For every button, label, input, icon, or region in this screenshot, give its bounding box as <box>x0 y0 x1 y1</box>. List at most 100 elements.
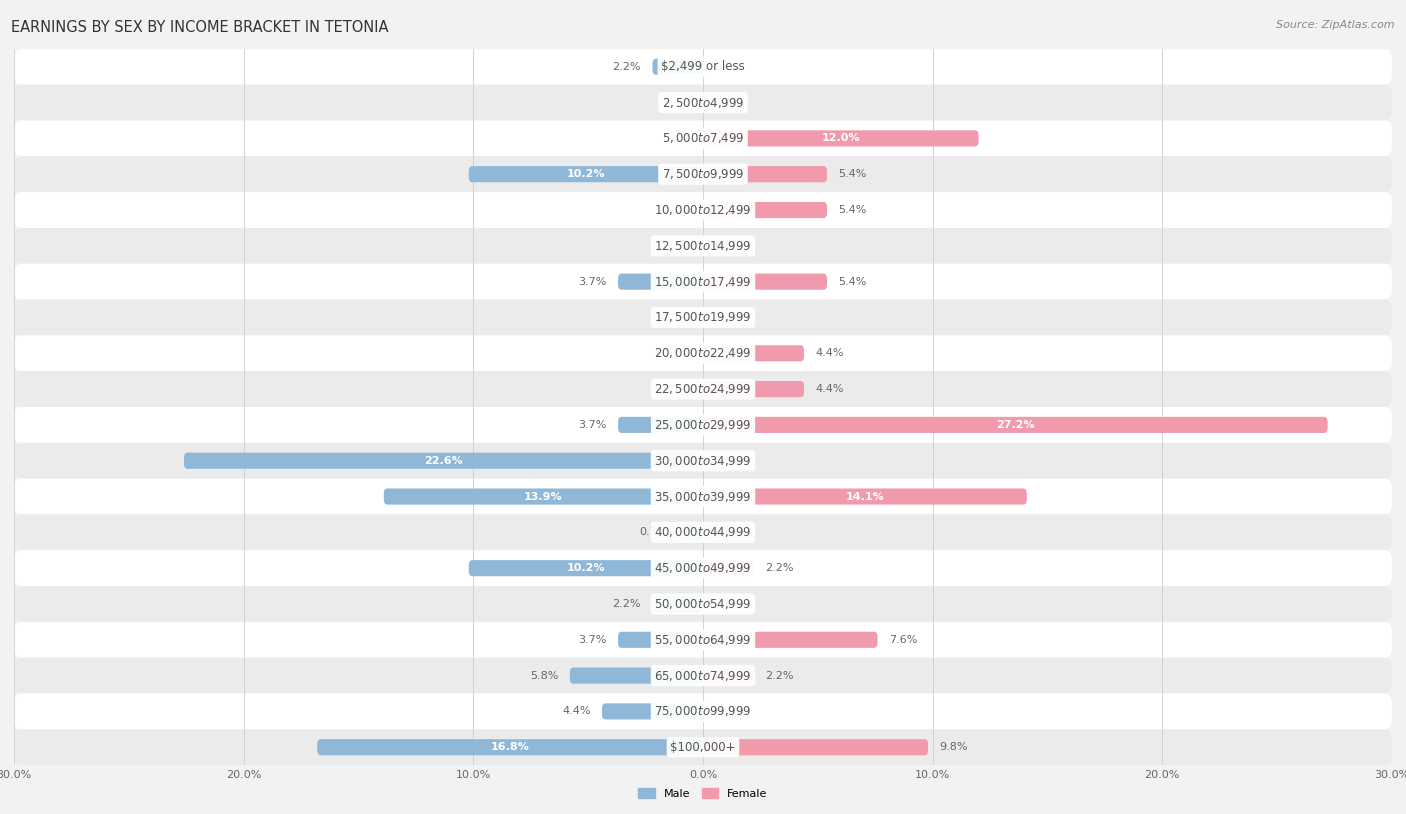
FancyBboxPatch shape <box>384 488 703 505</box>
FancyBboxPatch shape <box>14 658 1392 694</box>
Text: $5,000 to $7,499: $5,000 to $7,499 <box>662 131 744 146</box>
FancyBboxPatch shape <box>703 453 706 469</box>
Text: 0.0%: 0.0% <box>714 707 742 716</box>
FancyBboxPatch shape <box>703 94 706 111</box>
Text: 5.4%: 5.4% <box>838 169 868 179</box>
Text: $75,000 to $99,999: $75,000 to $99,999 <box>654 704 752 719</box>
FancyBboxPatch shape <box>652 596 703 612</box>
Text: 3.7%: 3.7% <box>578 635 606 645</box>
FancyBboxPatch shape <box>14 586 1392 622</box>
Text: 5.8%: 5.8% <box>530 671 558 681</box>
FancyBboxPatch shape <box>602 703 703 720</box>
Text: 0.0%: 0.0% <box>664 133 692 143</box>
FancyBboxPatch shape <box>619 632 703 648</box>
Text: 0.0%: 0.0% <box>664 348 692 358</box>
FancyBboxPatch shape <box>703 596 706 612</box>
Text: 5.4%: 5.4% <box>838 205 868 215</box>
FancyBboxPatch shape <box>14 407 1392 443</box>
FancyBboxPatch shape <box>703 309 706 326</box>
FancyBboxPatch shape <box>700 345 703 361</box>
Text: $20,000 to $22,499: $20,000 to $22,499 <box>654 346 752 361</box>
Text: 7.6%: 7.6% <box>889 635 917 645</box>
FancyBboxPatch shape <box>703 381 804 397</box>
Text: 2.2%: 2.2% <box>613 599 641 609</box>
FancyBboxPatch shape <box>703 417 1327 433</box>
FancyBboxPatch shape <box>14 228 1392 264</box>
FancyBboxPatch shape <box>14 550 1392 586</box>
Text: 4.4%: 4.4% <box>815 384 844 394</box>
Text: 0.0%: 0.0% <box>714 313 742 322</box>
Text: $50,000 to $54,999: $50,000 to $54,999 <box>654 597 752 611</box>
FancyBboxPatch shape <box>619 274 703 290</box>
Text: 10.2%: 10.2% <box>567 563 605 573</box>
Text: $45,000 to $49,999: $45,000 to $49,999 <box>654 561 752 575</box>
Text: 22.6%: 22.6% <box>425 456 463 466</box>
Text: $100,000+: $100,000+ <box>671 741 735 754</box>
Text: $2,499 or less: $2,499 or less <box>661 60 745 73</box>
Text: $15,000 to $17,499: $15,000 to $17,499 <box>654 274 752 289</box>
FancyBboxPatch shape <box>14 479 1392 514</box>
FancyBboxPatch shape <box>14 120 1392 156</box>
Text: 0.73%: 0.73% <box>640 527 675 537</box>
Text: $35,000 to $39,999: $35,000 to $39,999 <box>654 489 752 504</box>
Text: $65,000 to $74,999: $65,000 to $74,999 <box>654 668 752 683</box>
Text: 0.0%: 0.0% <box>714 599 742 609</box>
Text: 0.0%: 0.0% <box>664 241 692 251</box>
FancyBboxPatch shape <box>184 453 703 469</box>
Text: 3.7%: 3.7% <box>578 420 606 430</box>
Text: $10,000 to $12,499: $10,000 to $12,499 <box>654 203 752 217</box>
FancyBboxPatch shape <box>14 156 1392 192</box>
Text: $2,500 to $4,999: $2,500 to $4,999 <box>662 95 744 110</box>
Text: 0.0%: 0.0% <box>664 205 692 215</box>
FancyBboxPatch shape <box>318 739 703 755</box>
Text: 12.0%: 12.0% <box>821 133 860 143</box>
Text: $30,000 to $34,999: $30,000 to $34,999 <box>654 453 752 468</box>
Text: $40,000 to $44,999: $40,000 to $44,999 <box>654 525 752 540</box>
Text: $17,500 to $19,999: $17,500 to $19,999 <box>654 310 752 325</box>
FancyBboxPatch shape <box>619 417 703 433</box>
FancyBboxPatch shape <box>703 703 706 720</box>
FancyBboxPatch shape <box>468 166 703 182</box>
FancyBboxPatch shape <box>703 238 706 254</box>
Text: $12,500 to $14,999: $12,500 to $14,999 <box>654 239 752 253</box>
FancyBboxPatch shape <box>700 309 703 326</box>
Text: $7,500 to $9,999: $7,500 to $9,999 <box>662 167 744 182</box>
FancyBboxPatch shape <box>703 739 928 755</box>
FancyBboxPatch shape <box>703 274 827 290</box>
FancyBboxPatch shape <box>703 560 754 576</box>
Text: 2.2%: 2.2% <box>613 62 641 72</box>
FancyBboxPatch shape <box>569 667 703 684</box>
FancyBboxPatch shape <box>703 488 1026 505</box>
Text: 10.2%: 10.2% <box>567 169 605 179</box>
FancyBboxPatch shape <box>14 300 1392 335</box>
Text: 2.2%: 2.2% <box>765 671 793 681</box>
FancyBboxPatch shape <box>14 264 1392 300</box>
Text: 0.0%: 0.0% <box>714 456 742 466</box>
Text: EARNINGS BY SEX BY INCOME BRACKET IN TETONIA: EARNINGS BY SEX BY INCOME BRACKET IN TET… <box>11 20 388 35</box>
Text: $25,000 to $29,999: $25,000 to $29,999 <box>654 418 752 432</box>
FancyBboxPatch shape <box>703 345 804 361</box>
FancyBboxPatch shape <box>14 622 1392 658</box>
FancyBboxPatch shape <box>703 667 754 684</box>
FancyBboxPatch shape <box>14 192 1392 228</box>
FancyBboxPatch shape <box>14 694 1392 729</box>
FancyBboxPatch shape <box>686 524 703 540</box>
FancyBboxPatch shape <box>703 130 979 147</box>
Text: 2.2%: 2.2% <box>765 563 793 573</box>
FancyBboxPatch shape <box>14 514 1392 550</box>
FancyBboxPatch shape <box>14 729 1392 765</box>
Text: 13.9%: 13.9% <box>524 492 562 501</box>
FancyBboxPatch shape <box>700 130 703 147</box>
Text: $22,500 to $24,999: $22,500 to $24,999 <box>654 382 752 396</box>
Text: 0.0%: 0.0% <box>664 313 692 322</box>
FancyBboxPatch shape <box>703 59 706 75</box>
FancyBboxPatch shape <box>468 560 703 576</box>
Text: 0.0%: 0.0% <box>664 98 692 107</box>
FancyBboxPatch shape <box>14 49 1392 85</box>
FancyBboxPatch shape <box>14 443 1392 479</box>
Text: 14.1%: 14.1% <box>845 492 884 501</box>
Text: Source: ZipAtlas.com: Source: ZipAtlas.com <box>1277 20 1395 30</box>
Text: $55,000 to $64,999: $55,000 to $64,999 <box>654 632 752 647</box>
Text: 16.8%: 16.8% <box>491 742 530 752</box>
Text: 27.2%: 27.2% <box>995 420 1035 430</box>
